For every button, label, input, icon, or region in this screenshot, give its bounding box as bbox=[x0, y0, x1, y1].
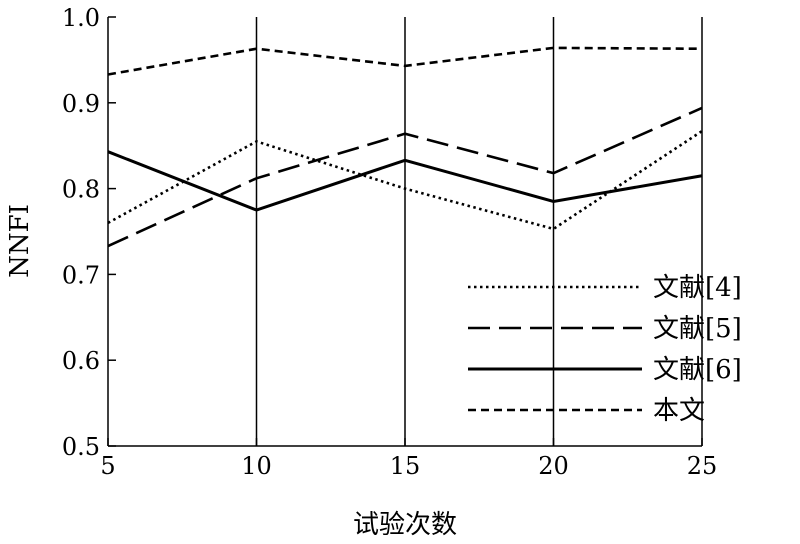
x-tick-label: 20 bbox=[538, 452, 569, 480]
legend-label-4: 本文 bbox=[653, 396, 705, 426]
y-axis-title: NNFI bbox=[5, 204, 35, 278]
x-tick-label: 5 bbox=[100, 452, 115, 480]
x-tick-label: 25 bbox=[687, 452, 718, 480]
legend-label-3: 文献[6] bbox=[653, 355, 742, 385]
series-line-3 bbox=[107, 150, 703, 212]
series-line-1 bbox=[107, 130, 703, 231]
legend-label-2: 文献[5] bbox=[653, 314, 742, 344]
y-tick-label: 0.9 bbox=[62, 90, 100, 118]
tick-labels: 0.5 0.6 0.7 0.8 0.9 1.0 5 10 15 20 25 bbox=[62, 4, 717, 480]
x-axis-title: 试验次数 bbox=[353, 510, 457, 540]
series-line-2 bbox=[107, 106, 703, 248]
y-tick-label: 1.0 bbox=[62, 4, 100, 32]
y-tick-label: 0.8 bbox=[62, 176, 100, 204]
vertical-grid-lines bbox=[255, 17, 703, 446]
series-line-4 bbox=[107, 46, 703, 76]
legend-label-1: 文献[4] bbox=[653, 273, 742, 303]
legend: 文献[4] 文献[5] 文献[6] 本文 bbox=[468, 273, 742, 426]
y-tick-label: 0.5 bbox=[62, 433, 100, 461]
y-tick-label: 0.6 bbox=[62, 347, 100, 375]
series-lines bbox=[107, 46, 703, 248]
x-tick-label: 10 bbox=[241, 452, 272, 480]
x-tick-label: 15 bbox=[390, 452, 421, 480]
y-tick-label: 0.7 bbox=[62, 261, 100, 289]
